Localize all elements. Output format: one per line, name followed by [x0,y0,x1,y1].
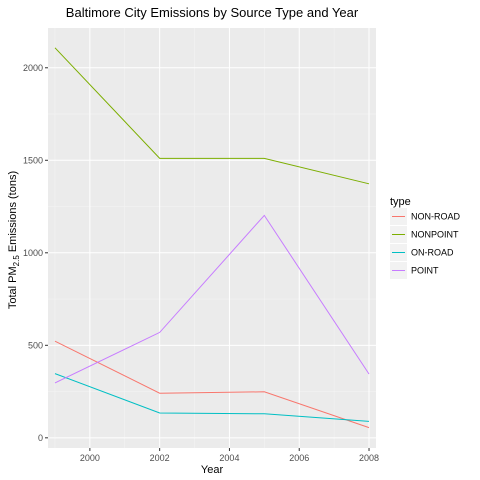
legend-label-non-road: NON-ROAD [411,212,460,222]
legend-title: type [390,196,411,208]
y-tick-label: 1500 [23,155,43,165]
y-tick-label: 500 [28,340,43,350]
y-axis-title: Total PM2.5 Emissions (tons) [7,171,21,309]
series-line-point [54,214,370,384]
legend-items: NON-ROAD NONPOINT ON-ROAD POINT [390,208,460,279]
plot-panel [48,28,376,448]
legend-label-on-road: ON-ROAD [411,248,454,258]
series-line-nonpoint [54,47,370,185]
x-axis: 2000 2002 2004 2006 2008 [80,448,379,463]
legend: type NON-ROAD NONPOINT ON-ROAD POINT [390,196,460,279]
x-tick-label: 2008 [359,453,379,463]
y-axis-title-prefix: Total PM [7,266,19,309]
major-gridlines [48,28,376,448]
y-tick-label: 1000 [23,248,43,258]
legend-label-point: POINT [411,266,439,276]
x-tick-label: 2006 [289,453,309,463]
y-axis-title-subscript: 2.5 [12,255,21,267]
y-axis: 0 500 1000 1500 2000 [23,63,48,443]
series-lines [54,47,370,429]
series-line-on-road [54,373,370,422]
x-tick-label: 2002 [150,453,170,463]
x-tick-label: 2000 [80,453,100,463]
series-line-non-road [54,340,370,429]
y-tick-label: 2000 [23,63,43,73]
y-tick-label: 0 [38,433,43,443]
legend-label-nonpoint: NONPOINT [411,230,459,240]
x-tick-label: 2004 [219,453,239,463]
x-axis-title: Year [201,464,224,476]
y-axis-title-suffix: Emissions (tons) [7,171,19,255]
chart-title: Baltimore City Emissions by Source Type … [66,5,359,20]
